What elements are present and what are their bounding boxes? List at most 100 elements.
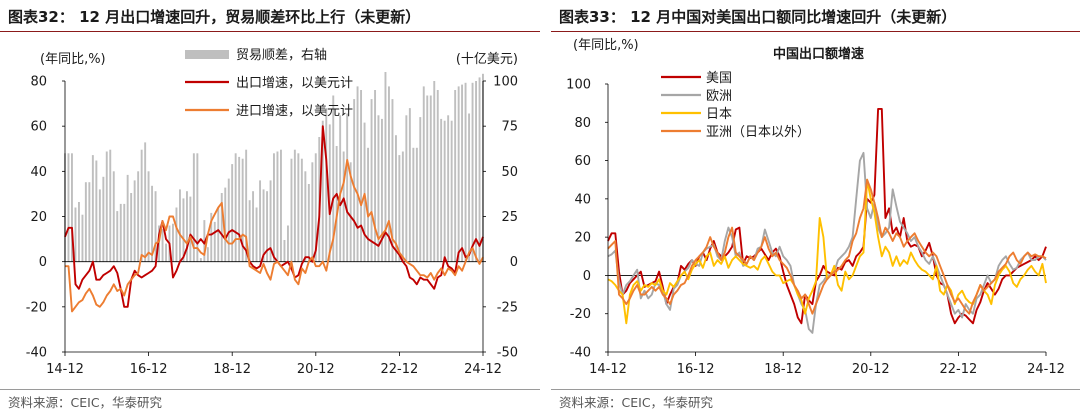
trade-balance-bar [266, 191, 269, 262]
source-note: 资料来源：CEIC，华泰研究 [8, 395, 163, 410]
trade-balance-bar [259, 180, 262, 262]
trade-balance-bar [161, 229, 164, 262]
y-tick-label: 80 [574, 116, 591, 131]
y-tick-label: -25 [497, 300, 518, 315]
trade-balance-bar [123, 203, 126, 262]
legend-label: 贸易顺差，右轴 [236, 48, 327, 63]
trade-balance-bar [71, 153, 73, 262]
trade-balance-bar [287, 225, 289, 262]
x-tick-label: 18-12 [213, 362, 251, 377]
source-rule [0, 389, 540, 390]
trade-balance-bar [109, 149, 112, 262]
y-tick-label: 60 [30, 120, 47, 135]
trade-balance-bar [137, 171, 140, 262]
trade-balance-bar [356, 86, 359, 262]
y-tick-label: -20 [570, 307, 591, 322]
trade-balance-bar [346, 113, 349, 262]
y-tick-label: -40 [26, 346, 47, 361]
import-growth-line [65, 159, 484, 313]
trade-balance-bar [241, 158, 244, 262]
legend-label: 亚洲（日本以外） [706, 125, 810, 140]
export-growth-line [64, 125, 484, 308]
trade-balance-bar [478, 77, 481, 262]
trade-balance-bar [81, 214, 84, 262]
y-axis-right-label: (十亿美元) [456, 52, 518, 67]
trade-balance-bar [283, 240, 286, 262]
trade-balance-bar [377, 115, 380, 262]
trade-balance-bar [273, 153, 275, 262]
trade-balance-bar [154, 191, 157, 262]
trade-balance-bar [408, 108, 411, 262]
trade-balance-bar [401, 151, 404, 262]
trade-balance-bar [234, 153, 237, 262]
trade-balance-bar [196, 153, 199, 262]
trade-chart: (年同比,%) (十亿美元) 80 60 40 20 0 -20 -40 100 75 50 25 0 -2… [26, 48, 518, 377]
trade-balance-bar [210, 212, 213, 262]
y-tick-label: 40 [30, 165, 47, 180]
trade-balance-bar [363, 122, 366, 262]
trade-balance-bar [280, 149, 282, 262]
trade-balance-bar [419, 117, 422, 262]
trade-balance-bar [175, 207, 178, 262]
trade-balance-bar [374, 90, 377, 262]
trade-balance-bar [119, 203, 122, 262]
trade-balance-bar [388, 86, 390, 262]
x-tick-label: 22-12 [940, 362, 978, 377]
trade-balance-bar [88, 182, 91, 262]
trade-balance-bar [262, 189, 265, 262]
trade-balance-bar [206, 247, 209, 262]
y-tick-label: 25 [501, 210, 518, 225]
trade-balance-bar [457, 86, 460, 262]
x-tick-label: 16-12 [130, 362, 168, 377]
trade-balance-bar [74, 207, 77, 262]
trade-balance-bar [290, 158, 293, 262]
trade-balance-bar [321, 120, 324, 262]
trade-balance-bar [231, 164, 234, 262]
y-tick-label: -50 [497, 346, 518, 361]
trade-balance-bar [429, 95, 432, 262]
trade-balance-bar [245, 149, 248, 262]
source-rule [551, 389, 1080, 390]
trade-balance-bar [172, 223, 174, 262]
x-tick-label: 20-12 [297, 362, 335, 377]
trade-balance-bar [450, 120, 453, 262]
trade-balance-bar [353, 99, 356, 262]
trade-balance-bar [433, 81, 436, 262]
trade-balance-bar [422, 86, 425, 262]
trade-balance-bar [297, 153, 300, 262]
x-tick-label: 22-12 [381, 362, 419, 377]
trade-balance-bar [384, 72, 387, 262]
trade-balance-bar [182, 198, 185, 262]
trade-balance-bar [300, 158, 303, 262]
trade-balance-bar [332, 95, 335, 262]
trade-balance-bar [405, 115, 408, 262]
y-tick-label: 0 [583, 269, 591, 284]
trade-balance-bar [116, 211, 119, 262]
trade-balance-bar [269, 180, 272, 262]
x-tick-label: 18-12 [764, 362, 802, 377]
trade-balance-bar [443, 120, 446, 262]
title-rule [0, 31, 540, 32]
legend-label: 美国 [706, 71, 732, 86]
trade-balance-bar [105, 151, 108, 262]
legend-label: 进口增速，以美元计 [236, 104, 353, 119]
trade-balance-bar [186, 191, 188, 262]
trade-balance-bar [325, 108, 328, 262]
legend-swatch [185, 50, 229, 59]
europe-export-line [607, 151, 1047, 334]
chart-panel-trade: 图表32： 12 月出口增速回升，贸易顺差环比上行（未更新） (年同比,%) (十… [0, 8, 540, 410]
y-tick-label: 80 [30, 75, 47, 90]
trade-balance-bar [454, 90, 457, 262]
x-tick-label: 24-12 [1027, 362, 1065, 377]
trade-balance-bar [91, 155, 94, 262]
trade-balance-bar [276, 151, 279, 262]
y-tick-label: -40 [570, 346, 591, 361]
x-tick-label: 16-12 [677, 362, 715, 377]
trade-balance-bar [213, 221, 216, 262]
trade-balance-bar [440, 118, 443, 262]
trade-balance-bar [464, 82, 467, 262]
trade-balance-bar [471, 82, 474, 262]
x-tick-label: 20-12 [852, 362, 890, 377]
